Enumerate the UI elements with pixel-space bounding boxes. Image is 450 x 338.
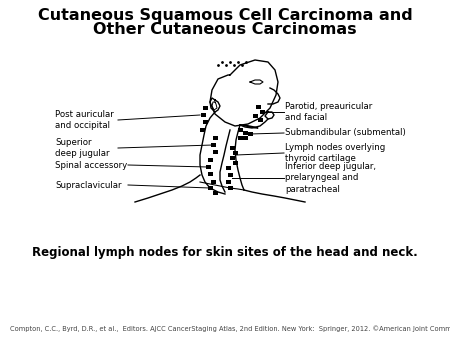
- Bar: [230, 156, 234, 160]
- Text: Submandibular (submental): Submandibular (submental): [285, 128, 406, 138]
- Text: Regional lymph nodes for skin sites of the head and neck.: Regional lymph nodes for skin sites of t…: [32, 246, 418, 259]
- Text: Post auricular
and occipital: Post auricular and occipital: [55, 110, 114, 130]
- Bar: [248, 132, 252, 136]
- Bar: [202, 120, 207, 124]
- Bar: [252, 114, 257, 118]
- Bar: [212, 136, 217, 140]
- Bar: [228, 173, 233, 177]
- Bar: [199, 128, 204, 132]
- Text: Supraclavicular: Supraclavicular: [55, 180, 122, 190]
- Text: Cutaneous Squamous Cell Carcinoma and: Cutaneous Squamous Cell Carcinoma and: [38, 8, 412, 23]
- Text: Parotid, preauricular
and facial: Parotid, preauricular and facial: [285, 102, 372, 122]
- Text: Inferior deep jugular,
prelaryngeal and
paratracheal: Inferior deep jugular, prelaryngeal and …: [285, 162, 376, 194]
- Bar: [202, 106, 207, 110]
- Bar: [230, 146, 234, 150]
- Bar: [228, 186, 233, 190]
- Bar: [257, 118, 262, 122]
- Text: Other Cutaneous Carcinomas: Other Cutaneous Carcinomas: [93, 22, 357, 37]
- Bar: [243, 136, 248, 140]
- Bar: [256, 105, 261, 109]
- Text: Lymph nodes overlying
thyroid cartilage: Lymph nodes overlying thyroid cartilage: [285, 143, 385, 163]
- Text: Compton, C.C., Byrd, D.R., et al.,  Editors. AJCC CancerStaging Atlas, 2nd Editi: Compton, C.C., Byrd, D.R., et al., Edito…: [10, 325, 450, 332]
- Bar: [212, 150, 217, 154]
- Bar: [243, 131, 248, 135]
- Bar: [207, 158, 212, 162]
- Bar: [206, 165, 211, 169]
- Bar: [225, 180, 230, 184]
- Bar: [211, 180, 216, 184]
- Bar: [233, 161, 238, 165]
- Bar: [201, 113, 206, 117]
- Bar: [207, 172, 212, 176]
- Bar: [260, 110, 265, 114]
- Bar: [212, 191, 217, 195]
- Bar: [211, 143, 216, 147]
- Bar: [207, 186, 212, 190]
- Text: Superior
deep jugular: Superior deep jugular: [55, 138, 109, 158]
- Bar: [233, 151, 238, 155]
- Text: Spinal accessory: Spinal accessory: [55, 161, 127, 169]
- Bar: [225, 166, 230, 170]
- Bar: [238, 136, 243, 140]
- Bar: [238, 128, 243, 132]
